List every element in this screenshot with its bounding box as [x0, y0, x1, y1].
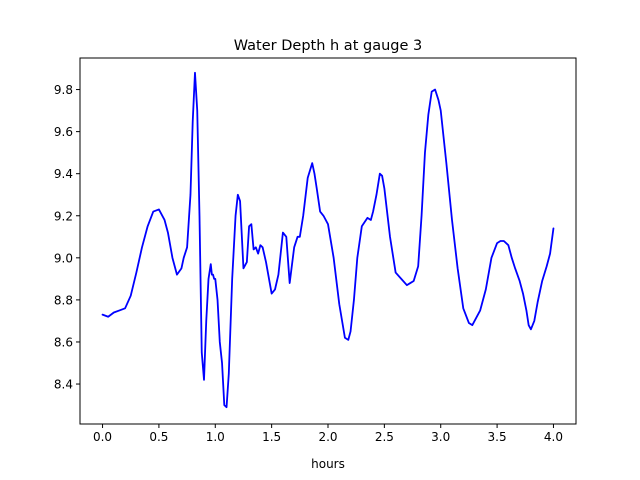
- y-tick-label: 9.2: [54, 209, 73, 223]
- series-layer: [101, 71, 555, 409]
- x-tick-label: 3.5: [488, 430, 507, 444]
- y-tick-label: 8.4: [54, 378, 73, 392]
- x-tick-label: 2.0: [318, 430, 337, 444]
- x-tick-label: 0.0: [93, 430, 112, 444]
- x-tick-label: 2.5: [375, 430, 394, 444]
- x-tick-label: 0.5: [149, 430, 168, 444]
- chart-title: Water Depth h at gauge 3: [234, 38, 422, 54]
- x-tick-label: 1.0: [206, 430, 225, 444]
- x-tick-label: 3.0: [431, 430, 450, 444]
- x-axis: 0.0 0.5 1.0 1.5 2.0 2.5 3.0 3.5 4.0: [93, 424, 563, 444]
- y-tick-label: 8.8: [54, 293, 73, 307]
- x-tick-label: 4.0: [544, 430, 563, 444]
- y-tick-label: 9.0: [54, 251, 73, 265]
- y-tick-label: 9.6: [54, 125, 73, 139]
- x-axis-label: hours: [311, 457, 345, 471]
- x-tick-label: 1.5: [262, 430, 281, 444]
- series-line-0: [101, 71, 555, 409]
- y-tick-label: 9.8: [54, 83, 73, 97]
- y-axis: 8.4 8.6 8.8 9.0 9.2 9.4 9.6 9.8: [54, 83, 80, 392]
- y-tick-label: 9.4: [54, 167, 73, 181]
- y-tick-label: 8.6: [54, 335, 73, 349]
